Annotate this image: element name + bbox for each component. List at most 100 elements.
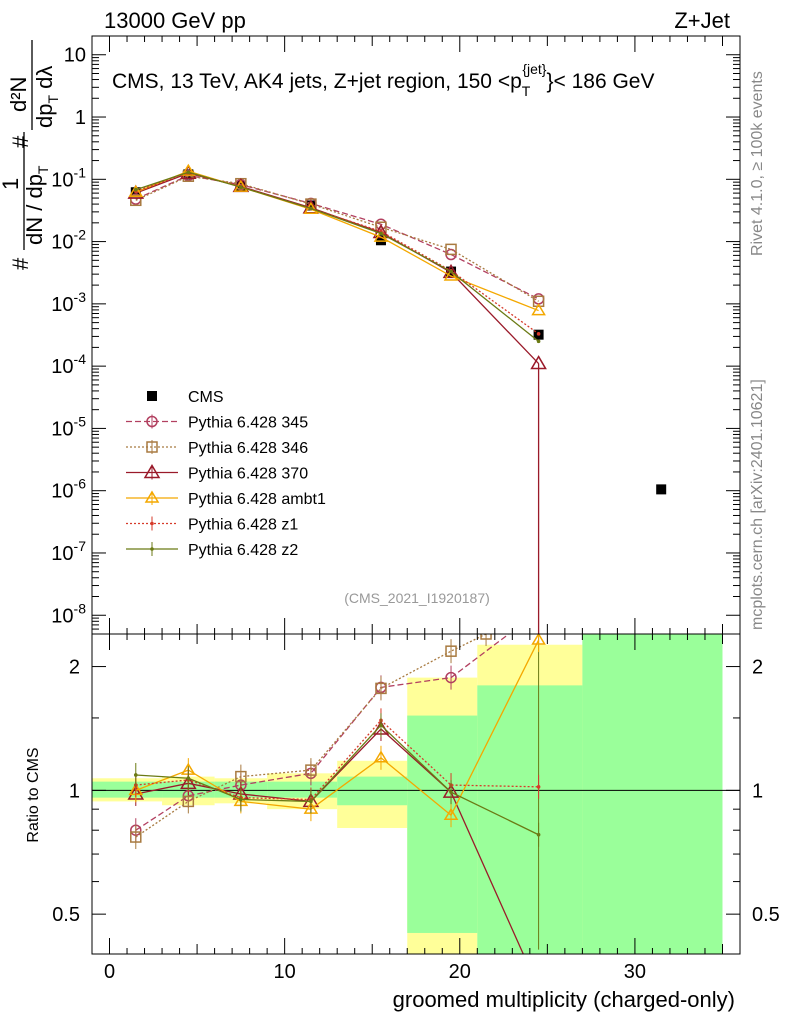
main-ytick-label-2: 10-6 [51, 476, 86, 503]
legend-marker-z2 [150, 547, 154, 551]
point-ambt1-5 [443, 268, 459, 281]
series-line-z1 [135, 171, 539, 335]
series-p370 [127, 164, 547, 370]
point-z2-2 [239, 185, 243, 189]
plot-title: CMS, 13 TeV, AK4 jets, Z+jet region, 150… [112, 61, 654, 99]
ratio-point-z1-6 [536, 785, 541, 789]
rivet-label: Rivet 4.1.0, ≥ 100k events [749, 71, 766, 256]
header-process: Z+Jet [674, 8, 730, 33]
y-label-one: 1 [0, 178, 23, 190]
ratio-frame [91, 633, 741, 955]
main-ytick-label-4: 10-4 [51, 351, 86, 378]
ratio-point-ambt1-6 [531, 634, 546, 645]
legend-item-p370: Pythia 6.428 370 [126, 464, 308, 483]
legend-item-cms: CMS [147, 389, 224, 406]
ratio-point-z2-0 [133, 773, 138, 777]
y-label-d2n: d²N [6, 77, 31, 112]
main-axes: 10-8 10-7 10-6 10-5 10-4 10-3 10-2 10-1 1 10 [51, 35, 741, 635]
legend-marker-p345 [146, 415, 158, 428]
point-p370-5 [442, 263, 460, 279]
ratio-ytick-label-2: 2 [69, 657, 80, 679]
ratio-ytick-label-1: 1 [69, 780, 80, 802]
ratio-bands [92, 634, 740, 954]
point-p346-5 [445, 243, 457, 256]
main-ytick-label-7: 10-1 [51, 164, 86, 191]
legend-label-p346: Pythia 6.428 346 [188, 440, 308, 457]
main-ytick-label-8: 1 [75, 107, 86, 129]
series-line-p346 [135, 175, 539, 302]
main-ytick-label-3: 10-5 [51, 413, 86, 440]
xtick-label-3: 30 [624, 961, 646, 983]
series-p346 [130, 170, 545, 308]
ratio-point-p346-4 [375, 682, 387, 695]
series-ambt1 [128, 163, 546, 316]
legend-marker-cms [147, 391, 157, 401]
ratio-point-ambt1-4 [373, 750, 389, 763]
xtick-label-0: 0 [104, 961, 115, 983]
main-ytick-label-6: 10-2 [51, 227, 86, 254]
legend-marker-ambt1 [144, 490, 160, 503]
ratio-data-layer [127, 634, 546, 954]
ratio-point-z2-1 [186, 776, 191, 781]
ratio-point-z2-4 [379, 723, 383, 728]
ratio-band-1sigma-6 [477, 685, 583, 954]
point-z2-0 [133, 187, 138, 192]
main-ytick-label-0: 10-8 [51, 600, 86, 627]
point-ambt1-1 [180, 163, 196, 176]
ratio-ytick-label-right-1: 1 [752, 780, 763, 802]
series-line-ambt1 [135, 170, 539, 312]
header-energy: 13000 GeV pp [104, 8, 246, 33]
plot-title-sub: T [522, 83, 531, 99]
ratio-band-1sigma-4 [337, 776, 408, 806]
xtick-label-2: 20 [449, 961, 471, 983]
ratio-point-p346-1 [182, 795, 195, 808]
ratio-point-p346-2 [235, 770, 247, 783]
ratio-band-1sigma-3 [267, 781, 338, 798]
legend-label-ambt1: Pythia 6.428 ambt1 [188, 491, 326, 508]
ratio-ytick-label-right-0: 0.5 [752, 904, 780, 926]
series-line-p345 [135, 174, 539, 300]
legend-label-p345: Pythia 6.428 345 [188, 415, 308, 432]
main-panel: 10-8 10-7 10-6 10-5 10-4 10-3 10-2 10-1 1 10 [51, 35, 741, 635]
ratio-point-z2-2 [239, 797, 243, 802]
ratio-point-z2-5 [449, 790, 453, 794]
x-axis-label: groomed multiplicity (charged-only) [393, 987, 735, 1012]
point-z2-6 [536, 339, 541, 344]
ratio-point-p346-0 [130, 831, 142, 843]
y-label-hash-2: # [8, 135, 33, 148]
ratio-band-1sigma-0 [92, 781, 163, 798]
point-cms-4 [375, 235, 386, 246]
legend-label-p370: Pythia 6.428 370 [188, 466, 308, 483]
y-label-dpt-dlambda: dpT dλ [32, 66, 61, 128]
point-p346-6 [532, 295, 545, 308]
point-p346-0 [130, 194, 142, 207]
ratio-series-z2 [133, 713, 541, 847]
series-p345 [130, 169, 545, 305]
xtick-label-1: 10 [274, 961, 296, 983]
point-ambt1-4 [373, 229, 389, 242]
ratio-ytick-label-right-2: 2 [752, 657, 763, 679]
legend-item-z2: Pythia 6.428 z2 [126, 542, 298, 559]
series-z1 [133, 170, 541, 336]
point-z2-4 [379, 231, 383, 236]
ratio-band-1sigma-5 [407, 715, 478, 933]
y-label-hash-1: # [8, 257, 33, 270]
main-data-layer [127, 163, 667, 634]
y-label-dndpt: dN / dpT [22, 165, 51, 245]
legend-label-z1: Pythia 6.428 z1 [188, 517, 298, 534]
point-ambt1-0 [128, 184, 144, 197]
point-p370-6 [530, 355, 547, 370]
point-ambt1-3 [303, 201, 319, 215]
series-line-z2 [135, 171, 539, 342]
legend-item-p346: Pythia 6.428 346 [126, 440, 308, 457]
mcplots-label: mcplots.cern.ch [arXiv:2401.10621] [749, 379, 766, 630]
point-z2-3 [309, 206, 313, 211]
main-ytick-label-1: 10-7 [51, 538, 86, 565]
point-cms-7 [656, 484, 667, 495]
legend: CMS Pythia 6.428 345 Pythia 6.428 346 Pythi… [126, 389, 326, 559]
ratio-point-p346-5 [445, 645, 457, 657]
plot-title-sup: {jet} [522, 61, 546, 77]
ratio-band-1sigma-7 [582, 634, 723, 954]
ratio-point-p346-3 [305, 764, 317, 776]
